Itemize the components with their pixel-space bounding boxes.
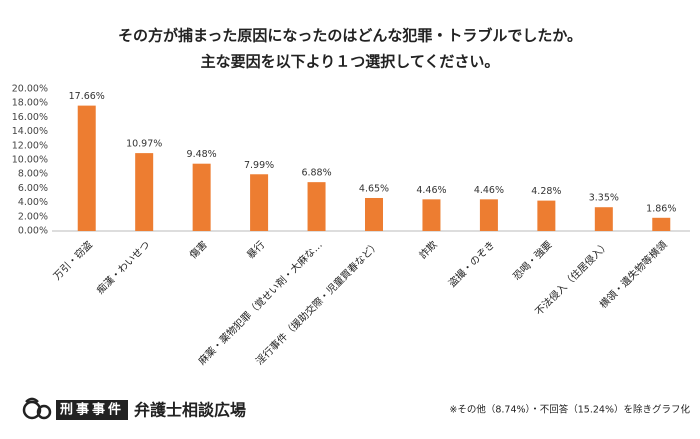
bar [307,182,326,231]
bar [537,200,556,231]
value-label: 9.48% [187,149,217,160]
x-tick-label: 暴行 [244,238,267,261]
value-label: 4.46% [474,185,504,196]
y-tick-label: 0.00% [18,226,48,237]
bar [422,199,441,231]
y-tick-label: 6.00% [18,183,48,194]
x-tick-label: 詐欺 [416,238,439,261]
value-label: 1.86% [646,203,676,214]
logo-badge: 刑事事件 [60,402,124,418]
x-tick-label: 麻薬・薬物犯罪（覚せい剤・大麻な… [195,238,324,367]
bar [365,197,383,231]
x-tick-label: 恐喝・強要 [510,238,555,283]
logo-name: 弁護士相談広場 [134,401,246,420]
logo-icon [22,397,52,420]
value-label: 7.99% [244,160,274,171]
chart-title: その方が捕まった原因になったのはどんな犯罪・トラブルでしたか。 [118,27,582,45]
bar [250,174,269,231]
bar [77,105,96,231]
bar [594,207,613,231]
value-label: 4.65% [359,183,389,194]
y-tick-label: 18.00% [12,98,48,109]
value-label: 3.35% [589,193,619,204]
value-label: 4.28% [531,186,561,197]
value-label: 17.66% [69,91,105,102]
x-tick-label: 痴漢・わいせつ [94,238,153,297]
chart-subtitle: 主な要因を以下より１つ選択してください。 [201,53,500,71]
x-tick-label: 万引・窃盗 [50,238,95,283]
x-tick-label: 淫行事件（援助交際・児童買春など） [253,238,382,367]
value-label: 6.88% [301,168,331,179]
value-label: 10.97% [126,139,162,150]
footnote: ※その他（8.74%）・不回答（15.24%）を除きグラフ化 [449,404,690,416]
x-tick-label: 傷害 [187,238,210,261]
bar [479,199,498,231]
y-tick-label: 10.00% [12,155,48,166]
y-tick-label: 2.00% [18,211,48,222]
bar [192,163,211,231]
x-tick-label: 盗撮・のぞき [446,238,498,290]
bar [135,153,154,231]
y-tick-label: 20.00% [12,84,48,95]
y-tick-label: 8.00% [18,169,48,180]
y-tick-label: 16.00% [12,112,48,123]
y-tick-label: 12.00% [12,140,48,151]
value-label: 4.46% [416,185,446,196]
logo-badge-bg [56,400,128,420]
y-tick-label: 4.00% [18,197,48,208]
bar [652,217,671,231]
y-tick-label: 14.00% [12,126,48,137]
